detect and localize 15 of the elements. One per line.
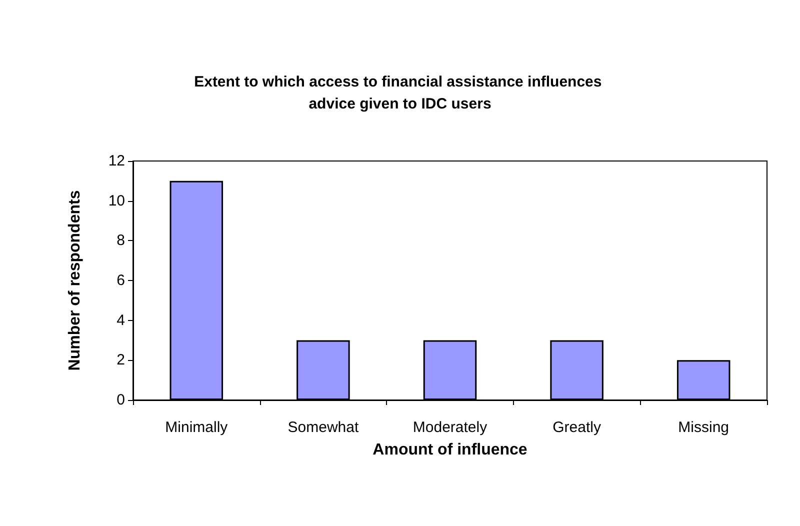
- x-tick-label: Missing: [678, 419, 730, 436]
- y-tick-label: 4: [116, 312, 125, 329]
- y-axis-title: Number of respondents: [66, 190, 84, 371]
- y-tick-label: 12: [108, 152, 125, 170]
- x-tick-label: Somewhat: [288, 419, 360, 436]
- y-tick-label: 8: [116, 232, 125, 250]
- y-tick-label: 6: [116, 272, 125, 289]
- x-tick-label: Greatly: [552, 419, 602, 436]
- y-tick-label: 0: [116, 392, 125, 408]
- x-tick-label: Minimally: [165, 419, 228, 436]
- x-axis-title: Amount of influence: [372, 442, 528, 458]
- x-tick-label: Moderately: [412, 419, 488, 436]
- y-tick-label: 10: [108, 192, 125, 210]
- y-tick-label: 2: [116, 352, 125, 369]
- chart-title: Extent to which access to financial assistance influences advice given to IDC users: [194, 74, 606, 112]
